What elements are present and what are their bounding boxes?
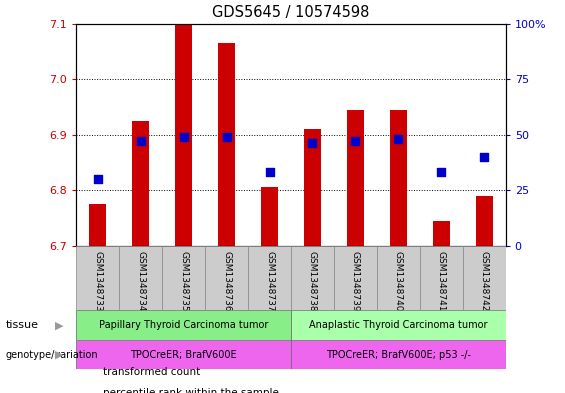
Text: tissue: tissue	[6, 320, 38, 330]
Bar	[205, 246, 248, 310]
Bar	[476, 196, 493, 246]
Bar	[304, 129, 321, 246]
Text: GSM1348741: GSM1348741	[437, 251, 446, 311]
Bar	[463, 246, 506, 310]
Bar	[420, 246, 463, 310]
Point	[480, 154, 489, 160]
Text: percentile rank within the sample: percentile rank within the sample	[103, 388, 279, 393]
Text: GSM1348734: GSM1348734	[136, 251, 145, 311]
Text: ▶: ▶	[55, 350, 64, 360]
Bar	[89, 204, 106, 246]
Bar	[119, 246, 162, 310]
Point	[93, 176, 102, 182]
Text: GSM1348738: GSM1348738	[308, 251, 317, 311]
Bar	[76, 246, 119, 310]
Bar	[291, 246, 334, 310]
Text: GSM1348736: GSM1348736	[222, 251, 231, 311]
Bar	[218, 43, 235, 246]
Bar	[347, 110, 364, 246]
Text: GSM1348733: GSM1348733	[93, 251, 102, 311]
Text: TPOCreER; BrafV600E; p53 -/-: TPOCreER; BrafV600E; p53 -/-	[326, 350, 471, 360]
Text: GSM1348737: GSM1348737	[265, 251, 274, 311]
Bar	[261, 187, 278, 246]
Point	[265, 169, 274, 176]
Text: GSM1348735: GSM1348735	[179, 251, 188, 311]
Point	[222, 134, 231, 140]
Bar	[175, 24, 192, 246]
Bar	[334, 246, 377, 310]
Point	[394, 136, 403, 142]
Bar	[433, 220, 450, 246]
Text: Papillary Thyroid Carcinoma tumor: Papillary Thyroid Carcinoma tumor	[99, 320, 268, 330]
Point	[136, 138, 145, 144]
Bar	[162, 246, 205, 310]
Text: Anaplastic Thyroid Carcinoma tumor: Anaplastic Thyroid Carcinoma tumor	[309, 320, 488, 330]
Bar	[291, 340, 506, 369]
Text: GSM1348740: GSM1348740	[394, 251, 403, 311]
Bar	[248, 246, 291, 310]
Title: GDS5645 / 10574598: GDS5645 / 10574598	[212, 5, 370, 20]
Point	[179, 134, 188, 140]
Point	[437, 169, 446, 176]
Bar	[132, 121, 149, 246]
Text: genotype/variation: genotype/variation	[6, 350, 98, 360]
Text: ▶: ▶	[55, 320, 64, 330]
Text: transformed count: transformed count	[103, 367, 201, 377]
Bar	[377, 246, 420, 310]
Text: TPOCreER; BrafV600E: TPOCreER; BrafV600E	[131, 350, 237, 360]
Bar	[76, 310, 291, 340]
Text: GSM1348739: GSM1348739	[351, 251, 360, 311]
Bar	[76, 340, 291, 369]
Point	[308, 140, 317, 147]
Bar	[390, 110, 407, 246]
Text: GSM1348742: GSM1348742	[480, 251, 489, 311]
Point	[351, 138, 360, 144]
Bar	[291, 310, 506, 340]
